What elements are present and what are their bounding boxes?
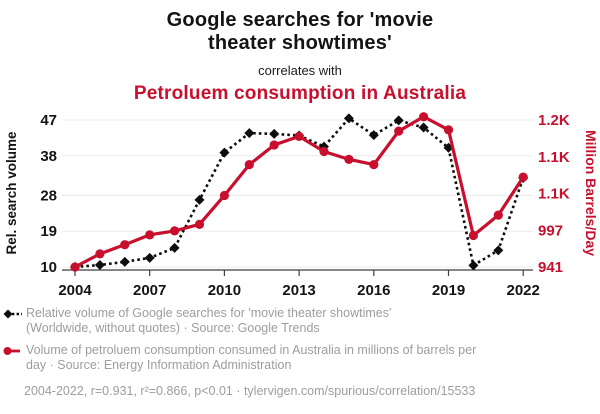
data-point-diamond: [144, 252, 155, 263]
data-point-diamond: [119, 256, 130, 267]
x-tick-label: 2004: [58, 282, 92, 299]
data-point-circle: [170, 226, 180, 236]
legend-entry-searches: Relative volume of Google searches for '…: [3, 306, 586, 335]
right-tick-label: 1.1K: [538, 149, 570, 166]
data-point-circle: [294, 131, 304, 142]
chart-title-line1: Google searches for 'movie: [166, 9, 434, 31]
x-tick-label: 2019: [432, 282, 465, 299]
left-tick-label: 19: [40, 223, 57, 240]
x-tick-label: 2022: [507, 282, 540, 299]
data-point-circle: [468, 230, 478, 241]
data-point-circle: [443, 125, 454, 135]
x-tick-label: 2010: [208, 282, 241, 299]
left-tick-label: 47: [40, 112, 57, 129]
data-point-circle: [145, 230, 155, 240]
left-tick-label: 10: [40, 259, 57, 276]
data-point-diamond: [269, 128, 280, 139]
data-point-diamond: [244, 128, 255, 139]
data-point-circle: [194, 219, 205, 229]
right-tick-label: 1.2K: [538, 112, 570, 129]
chart-legend: Relative volume of Google searches for '…: [0, 302, 600, 398]
data-point-circle: [419, 112, 429, 122]
line-chart: 2004 2007 2010 2013 2016 2019 2022 10 19 28 38 47 94…: [4, 112, 599, 299]
data-point-circle: [518, 172, 528, 182]
left-tick-label: 28: [40, 187, 57, 204]
legend-entry-petroleum: Volume of petroluem consumption consumed…: [3, 343, 586, 372]
data-point-diamond: [368, 130, 379, 141]
left-axis-title: Rel. search volume: [4, 131, 19, 255]
data-point-circle: [244, 160, 254, 170]
x-tick-label: 2013: [282, 282, 315, 299]
chart-subtitle: Petroluem consumption in Australia: [133, 83, 467, 104]
red-circle-solid-line-icon: [3, 347, 20, 355]
chart-header: Google searches for 'movie theater showt…: [0, 0, 600, 104]
data-point-circle: [493, 210, 503, 220]
right-tick-label: 997: [538, 222, 563, 239]
data-point-diamond: [94, 260, 105, 271]
data-point-circle: [120, 240, 130, 250]
data-point-diamond: [468, 260, 479, 271]
data-point-circle: [95, 249, 105, 259]
data-point-diamond: [343, 113, 354, 124]
data-point-diamond: [418, 122, 429, 133]
data-point-circle: [369, 160, 379, 170]
data-point-diamond: [393, 115, 404, 126]
right-tick-label: 941: [538, 259, 563, 276]
black-diamond-dashed-line-icon: [3, 309, 22, 319]
chart-title: Google searches for 'movie theater showt…: [0, 9, 600, 55]
data-point-circle: [344, 154, 354, 164]
data-point-diamond: [169, 242, 180, 253]
data-point-diamond: [493, 245, 504, 256]
x-tick-label: 2016: [357, 282, 390, 299]
data-point-circle: [394, 126, 404, 136]
stats-footer-text: 2004-2022, r=0.931, r²=0.866, p<0.01 · t…: [24, 384, 476, 398]
data-point-circle: [269, 140, 279, 150]
left-tick-label: 38: [40, 148, 57, 165]
chart-title-line2: theater showtimes': [208, 32, 392, 54]
legend-entry-searches-text: Relative volume of Google searches for '…: [26, 306, 391, 335]
right-tick-label: 1.1K: [538, 186, 570, 203]
data-point-diamond: [219, 147, 230, 158]
data-point-circle: [70, 262, 80, 272]
data-point-circle: [219, 190, 229, 201]
legend-petroleum-line1: Volume of petroluem consumption consumed…: [26, 343, 477, 357]
legend-petroleum-line2: day · Source: Energy Information Adminis…: [26, 357, 292, 372]
legend-searches-line1: Relative volume of Google searches for '…: [26, 306, 392, 320]
legend-entry-petroleum-text: Volume of petroluem consumption consumed…: [26, 343, 476, 372]
data-point-circle: [319, 146, 329, 157]
legend-searches-line2: (Worldwide, without quotes) · Source: Go…: [26, 320, 320, 335]
x-tick-label: 2007: [133, 282, 166, 299]
right-axis-title: Million Barrels/Day: [583, 130, 599, 256]
data-point-diamond: [194, 194, 205, 205]
correlates-with-text: correlates with: [258, 63, 342, 78]
